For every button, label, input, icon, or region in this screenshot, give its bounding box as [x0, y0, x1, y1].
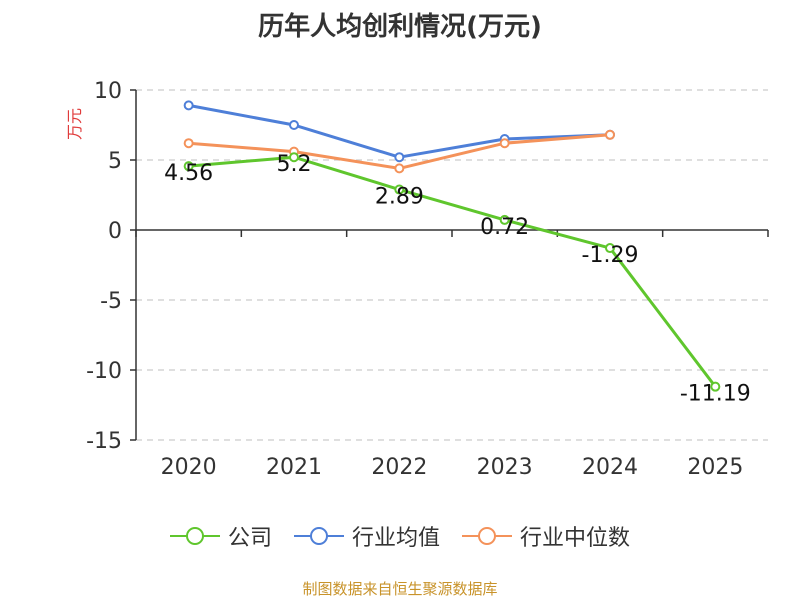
y-tick-label: 5 — [108, 149, 122, 174]
legend-item[interactable]: 行业均值 — [293, 520, 440, 552]
y-tick-label: -15 — [86, 429, 122, 454]
data-point — [183, 138, 194, 149]
data-point — [710, 381, 721, 392]
data-label: 0.72 — [480, 215, 529, 240]
series-line — [188, 133, 611, 170]
x-tick-label: 2022 — [371, 455, 427, 480]
source-note: 制图数据来自恒生聚源数据库 — [302, 580, 498, 598]
x-tick-label: 2020 — [161, 455, 217, 480]
data-labels: 4.56 5.2 2.89 0.72 -1.29 -11.19 — [164, 152, 751, 406]
x-tick-label: 2024 — [582, 455, 638, 480]
data-point — [183, 161, 194, 172]
data-point — [605, 129, 615, 140]
series-line — [188, 155, 717, 388]
x-tick-label: 2025 — [687, 455, 743, 480]
y-tick-label: -10 — [86, 359, 122, 384]
grid-lines — [136, 89, 768, 441]
legend-label: 行业中位数 — [520, 526, 631, 551]
data-label: -1.29 — [582, 243, 639, 268]
chart-title: 历年人均创利情况(万元) — [258, 12, 542, 42]
series-lines — [183, 100, 721, 392]
legend-label: 行业均值 — [351, 526, 440, 551]
y-tick-label: -5 — [100, 289, 122, 314]
data-point — [289, 152, 299, 163]
legend: 公司 行业均值 行业中位数 — [0, 520, 800, 552]
x-tick-label: 2021 — [266, 455, 322, 480]
data-label: 5.2 — [277, 152, 312, 177]
data-point — [289, 120, 299, 130]
legend-item[interactable]: 行业中位数 — [462, 520, 630, 552]
data-point — [499, 214, 510, 225]
axes: 10 5 0 -5 -10 -15 2020 2021 2022 2023 2024 2025 — [86, 79, 769, 480]
legend-item[interactable]: 公司 — [169, 520, 272, 552]
y-axis-label: 万元 — [65, 108, 84, 140]
legend-label: 公司 — [227, 526, 272, 551]
legend-swatch — [169, 526, 220, 546]
data-label: 2.89 — [375, 185, 424, 210]
data-label: -11.19 — [680, 382, 751, 407]
legend-swatch — [293, 526, 344, 546]
data-label: 4.56 — [164, 161, 213, 186]
data-point — [183, 100, 194, 111]
data-point — [394, 152, 405, 163]
data-point — [394, 184, 405, 195]
legend-swatch — [462, 526, 512, 546]
y-tick-label: 10 — [94, 79, 122, 104]
data-point — [499, 138, 510, 149]
x-tick-label: 2023 — [477, 455, 533, 480]
data-point — [394, 163, 405, 174]
data-point — [605, 243, 615, 254]
y-tick-label: 0 — [108, 219, 122, 244]
